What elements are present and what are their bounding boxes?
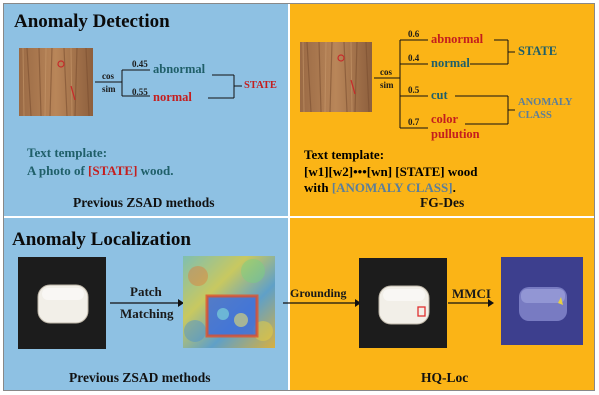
fg-template-line1: [w1][w2]•••[wn] [STATE] wood bbox=[304, 164, 478, 179]
caption-fg-des: FG-Des bbox=[420, 195, 465, 210]
score-fg-cut: 0.5 bbox=[408, 85, 420, 95]
grounding-label: Grounding bbox=[290, 286, 347, 300]
matching-label: Matching bbox=[120, 306, 174, 321]
label-fg-pullution: pullution bbox=[431, 127, 480, 141]
pill-image-grounded bbox=[359, 258, 447, 348]
score-fg-abnormal: 0.6 bbox=[408, 29, 420, 39]
mmci-result-image bbox=[501, 257, 583, 345]
sim-label: sim bbox=[102, 84, 116, 94]
anomaly-localization-title: Anomaly Localization bbox=[12, 229, 191, 250]
mmci-label: MMCI bbox=[452, 286, 491, 301]
wood-image bbox=[19, 48, 93, 116]
score-fg-color: 0.7 bbox=[408, 117, 420, 127]
patch-label: Patch bbox=[130, 284, 162, 299]
anomaly-class-label-a: ANOMALY bbox=[518, 97, 573, 108]
score-normal: 0.55 bbox=[132, 87, 148, 97]
cos-label: cos bbox=[102, 71, 114, 81]
label-fg-normal: normal bbox=[431, 56, 470, 70]
label-normal: normal bbox=[153, 90, 192, 104]
score-abnormal: 0.45 bbox=[132, 59, 148, 69]
text-template-line: A photo of [STATE] wood. bbox=[27, 163, 174, 178]
wood-image-fg bbox=[300, 42, 372, 112]
text-template-title: Text template: bbox=[27, 145, 108, 160]
state-label: STATE bbox=[244, 80, 277, 91]
caption-hq-loc: HQ-Loc bbox=[421, 370, 469, 385]
caption-previous-zsad-top: Previous ZSAD methods bbox=[73, 195, 215, 210]
label-fg-color: color bbox=[431, 112, 459, 126]
caption-previous-zsad-bottom: Previous ZSAD methods bbox=[69, 370, 211, 385]
fg-template-title: Text template: bbox=[304, 147, 385, 162]
label-fg-abnormal: abnormal bbox=[431, 32, 484, 46]
anomaly-class-label-b: CLASS bbox=[518, 110, 552, 121]
cos-label-fg: cos bbox=[380, 67, 392, 77]
label-fg-cut: cut bbox=[431, 88, 448, 102]
pill-image bbox=[18, 257, 106, 349]
label-abnormal: abnormal bbox=[153, 62, 206, 76]
score-fg-normal: 0.4 bbox=[408, 53, 420, 63]
anomaly-heatmap bbox=[183, 256, 275, 348]
state-label-fg: STATE bbox=[518, 44, 558, 58]
figure-frame bbox=[3, 3, 595, 391]
anomaly-detection-title: Anomaly Detection bbox=[14, 11, 170, 32]
fg-template-line2: with [ANOMALY CLASS]. bbox=[304, 180, 456, 195]
sim-label-fg: sim bbox=[380, 80, 394, 90]
